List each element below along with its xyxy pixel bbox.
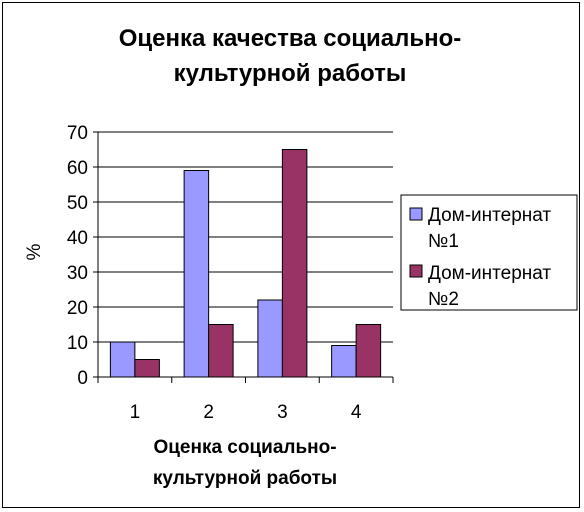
legend-label-series-2-line-1: Дом-интернат — [428, 263, 551, 284]
plot-area: 0 10 20 30 40 50 60 70 1 2 3 4 — [67, 123, 394, 423]
chart-title-line-1: Оценка качества социально- — [119, 25, 462, 52]
legend-label-series-2-line-2: №2 — [428, 289, 459, 310]
bar-series-2-cat-2 — [208, 324, 234, 378]
y-tick-label-0: 0 — [77, 368, 88, 389]
x-tick-label-4: 4 — [351, 402, 362, 423]
x-tick-label-3: 3 — [277, 402, 288, 423]
y-tick-label-4: 40 — [67, 228, 88, 249]
legend: Дом-интернат №1 Дом-интернат №2 — [400, 194, 578, 311]
x-tick-label-2: 2 — [203, 402, 214, 423]
y-tick-label-5: 50 — [67, 193, 88, 214]
legend-box — [400, 194, 578, 311]
bar-series-2-cat-4 — [355, 324, 382, 378]
bar-series-1-cat-4 — [331, 345, 357, 378]
bar-series-2-cat-3 — [281, 149, 308, 378]
legend-label-series-1-line-1: Дом-интернат — [428, 205, 551, 226]
legend-swatch-series-1 — [409, 207, 423, 221]
bar-series-1-cat-1 — [109, 341, 136, 378]
legend-swatch-series-2 — [409, 264, 423, 278]
chart-title-line-2: культурной работы — [174, 60, 407, 87]
y-tick-label-7: 70 — [67, 123, 88, 144]
x-axis-label-line-1: Оценка социально- — [153, 437, 336, 458]
bar-series-1-cat-3 — [257, 299, 283, 378]
x-tick-label-1: 1 — [130, 402, 141, 423]
bar-series-1-cat-2 — [183, 170, 210, 378]
y-axis-label: % — [24, 243, 45, 260]
y-tick-label-3: 30 — [67, 263, 88, 284]
y-tick-label-2: 20 — [67, 298, 88, 319]
bar-series-2-cat-1 — [134, 359, 160, 378]
y-tick-label-1: 10 — [67, 333, 88, 354]
legend-label-series-1-line-2: №1 — [428, 231, 459, 252]
x-axis-label-line-2: культурной работы — [153, 468, 337, 489]
y-tick-label-6: 60 — [67, 158, 88, 179]
